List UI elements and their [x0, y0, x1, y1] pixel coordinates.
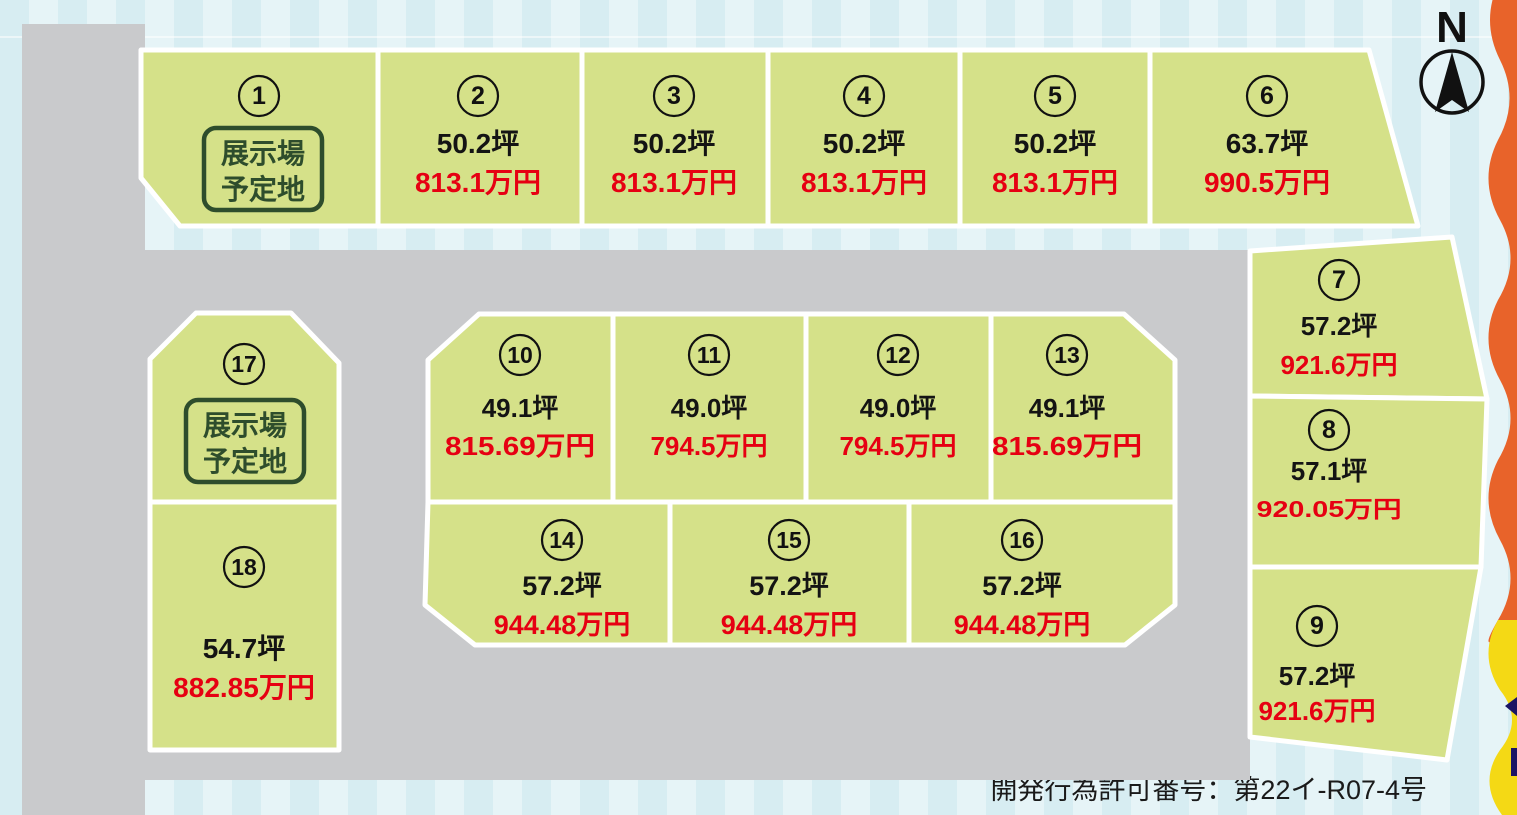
svg-text:4: 4	[857, 82, 871, 110]
svg-text:5: 5	[1048, 82, 1062, 110]
svg-text:50.2坪: 50.2坪	[437, 128, 520, 159]
svg-text:予定地: 予定地	[203, 445, 287, 477]
svg-text:63.7坪: 63.7坪	[1226, 128, 1309, 159]
svg-text:920.05万円: 920.05万円	[1257, 496, 1402, 522]
svg-text:展示場: 展示場	[203, 410, 287, 441]
svg-text:12: 12	[885, 342, 911, 368]
svg-text:882.85万円: 882.85万円	[173, 672, 315, 703]
svg-text:50.2坪: 50.2坪	[823, 128, 906, 159]
svg-text:16: 16	[1009, 527, 1035, 553]
svg-text:10: 10	[507, 342, 533, 368]
svg-text:6: 6	[1260, 82, 1274, 110]
svg-text:11: 11	[697, 342, 722, 368]
svg-text:15: 15	[776, 527, 802, 553]
svg-text:13: 13	[1054, 342, 1080, 368]
svg-text:17: 17	[231, 351, 257, 377]
svg-text:944.48万円: 944.48万円	[954, 610, 1091, 640]
svg-text:49.1坪: 49.1坪	[482, 393, 559, 423]
svg-text:57.2坪: 57.2坪	[1279, 661, 1356, 691]
svg-text:813.1万円: 813.1万円	[611, 167, 737, 198]
svg-text:49.0坪: 49.0坪	[860, 393, 937, 423]
svg-text:7: 7	[1332, 266, 1346, 294]
svg-text:990.5万円: 990.5万円	[1204, 167, 1330, 198]
svg-text:57.2坪: 57.2坪	[749, 571, 829, 601]
svg-text:49.0坪: 49.0坪	[671, 393, 748, 423]
svg-text:1: 1	[252, 82, 266, 110]
svg-text:予定地: 予定地	[221, 173, 305, 205]
svg-text:944.48万円: 944.48万円	[721, 610, 858, 640]
svg-text:57.2坪: 57.2坪	[982, 571, 1062, 601]
svg-text:18: 18	[231, 554, 257, 580]
svg-text:2: 2	[471, 82, 485, 110]
svg-text:813.1万円: 813.1万円	[415, 167, 541, 198]
svg-text:展示場: 展示場	[221, 138, 305, 169]
svg-text:815.69万円: 815.69万円	[992, 431, 1142, 461]
svg-text:921.6万円: 921.6万円	[1280, 350, 1397, 380]
svg-text:8: 8	[1322, 416, 1336, 444]
svg-text:14: 14	[549, 527, 575, 553]
svg-text:921.6万円: 921.6万円	[1258, 696, 1375, 726]
svg-text:49.1坪: 49.1坪	[1029, 393, 1106, 423]
svg-text:50.2坪: 50.2坪	[1014, 128, 1097, 159]
svg-text:815.69万円: 815.69万円	[445, 431, 595, 461]
svg-text:57.2坪: 57.2坪	[1301, 311, 1378, 341]
svg-text:3: 3	[667, 82, 681, 110]
svg-text:813.1万円: 813.1万円	[801, 167, 927, 198]
svg-text:N: N	[1436, 3, 1468, 52]
svg-text:944.48万円: 944.48万円	[494, 610, 631, 640]
svg-text:57.2坪: 57.2坪	[522, 571, 602, 601]
svg-text:57.1坪: 57.1坪	[1291, 456, 1368, 486]
svg-text:9: 9	[1310, 612, 1324, 640]
svg-text:50.2坪: 50.2坪	[633, 128, 716, 159]
svg-text:813.1万円: 813.1万円	[992, 167, 1118, 198]
svg-text:794.5万円: 794.5万円	[839, 431, 956, 461]
svg-text:54.7坪: 54.7坪	[203, 633, 286, 664]
svg-text:794.5万円: 794.5万円	[650, 431, 767, 461]
